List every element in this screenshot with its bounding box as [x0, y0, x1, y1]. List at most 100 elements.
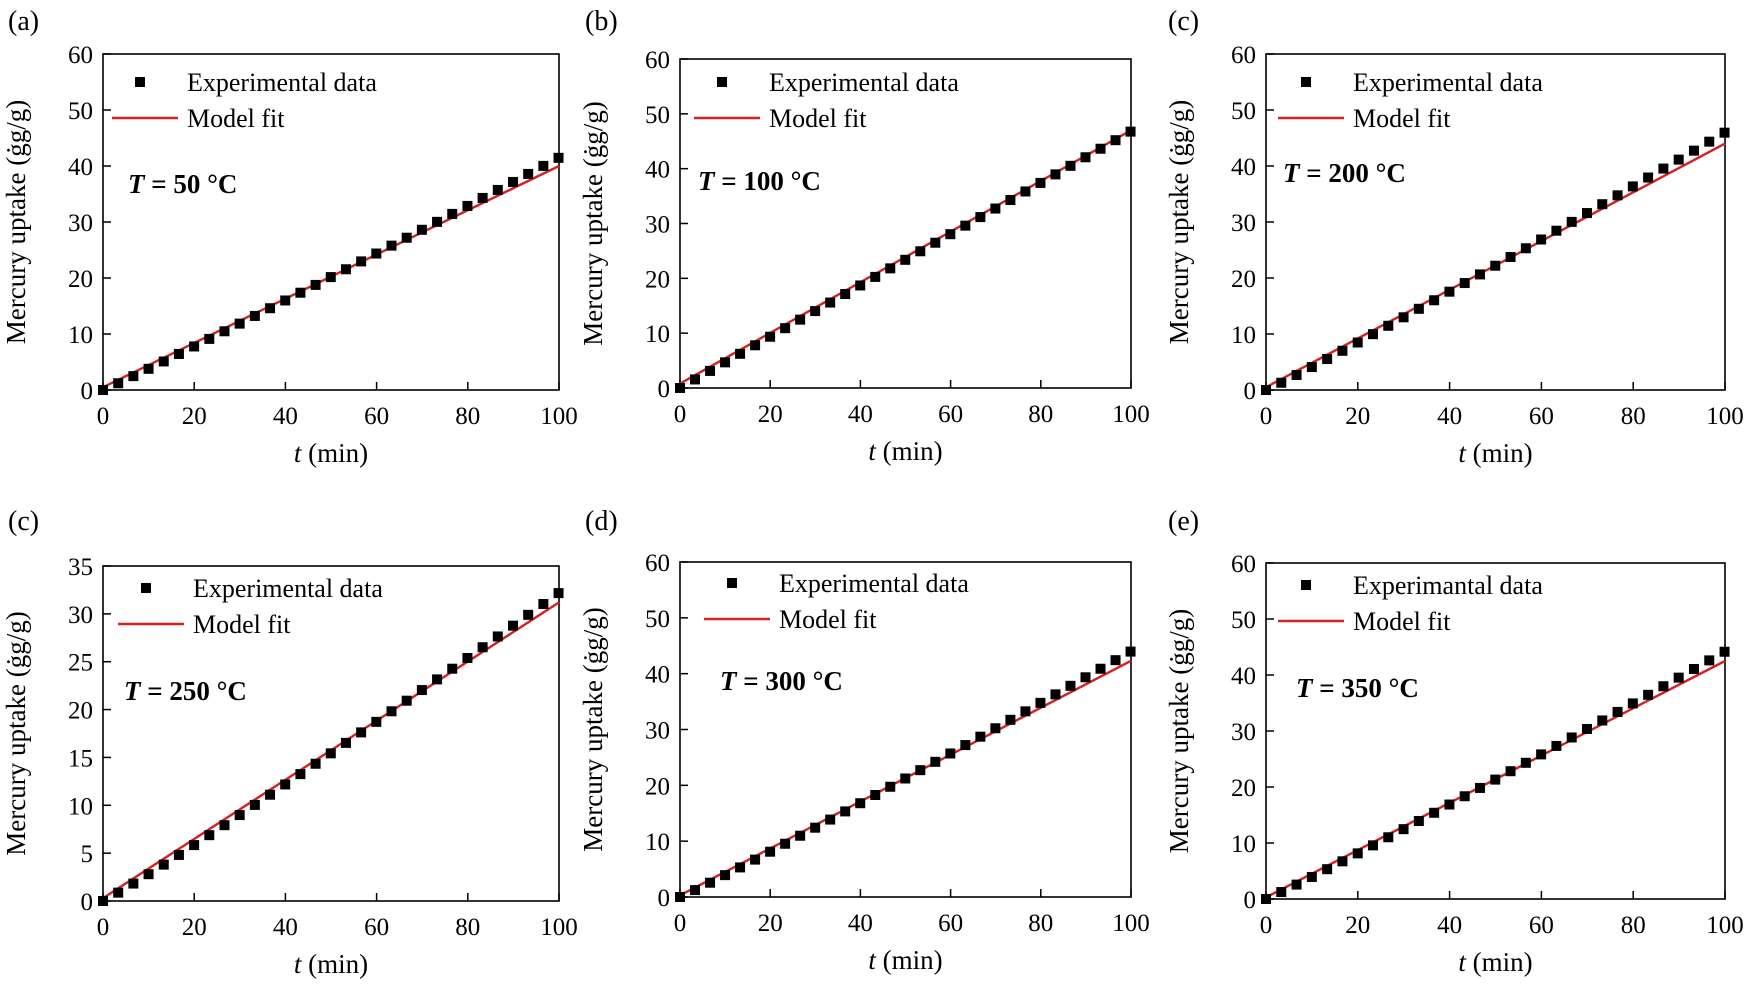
- data-point: [915, 765, 926, 776]
- data-point: [447, 663, 458, 674]
- y-tick-label: 0: [81, 889, 94, 916]
- temperature-label: T = 200 °C: [1283, 158, 1406, 188]
- x-axis-label: t (min): [294, 949, 368, 979]
- data-point: [1020, 706, 1031, 717]
- data-point: [1125, 126, 1136, 137]
- data-point: [523, 168, 534, 179]
- data-point: [705, 877, 716, 888]
- data-point: [1080, 152, 1091, 163]
- data-point: [1306, 362, 1317, 373]
- data-point: [189, 840, 200, 851]
- data-point: [447, 208, 458, 219]
- x-axis-label: t (min): [1458, 947, 1532, 977]
- data-point: [310, 279, 321, 290]
- data-point: [1597, 715, 1608, 726]
- plot-frame: [102, 565, 560, 902]
- data-point: [870, 790, 881, 801]
- x-tick-label: 40: [273, 403, 298, 430]
- data-point: [750, 340, 761, 351]
- y-tick-label: 10: [1231, 831, 1256, 858]
- y-tick-label: 20: [1231, 775, 1256, 802]
- data-point: [945, 748, 956, 759]
- plot-frame: [679, 58, 1132, 389]
- data-point: [1505, 252, 1516, 263]
- data-point: [432, 674, 443, 685]
- data-point: [1413, 815, 1424, 826]
- chart-panel-5: (d) 0 20 40 60 80 100 0 10 20 30 40 50 60 t (min) Mercu…: [578, 506, 1150, 975]
- data-point: [1095, 143, 1106, 154]
- data-point: [113, 378, 124, 389]
- x-tick-label: 100: [540, 914, 578, 941]
- chart-panel-6: (e) 0 20 40 60 80 100 0 10 20 30 40 50 60 t (min) Mercu…: [1164, 506, 1744, 977]
- data-point: [189, 341, 200, 352]
- data-point: [780, 838, 791, 849]
- y-tick-label: 10: [645, 829, 670, 856]
- y-tick-label: 50: [1231, 607, 1256, 634]
- x-tick-label: 20: [182, 914, 207, 941]
- data-point: [477, 192, 488, 203]
- data-point: [310, 758, 321, 769]
- data-point: [825, 297, 836, 308]
- y-tick-label: 40: [645, 662, 670, 689]
- data-point: [1719, 646, 1730, 657]
- data-point: [1520, 243, 1531, 254]
- data-point: [1627, 181, 1638, 192]
- data-point: [1612, 706, 1623, 717]
- legend-label-experimental: Experimental data: [187, 68, 377, 97]
- data-point: [1352, 337, 1363, 348]
- data-point: [371, 716, 382, 727]
- data-point: [280, 295, 291, 306]
- data-point: [492, 631, 503, 642]
- data-point: [735, 348, 746, 359]
- data-point: [295, 287, 306, 298]
- data-point: [1005, 195, 1016, 206]
- data-point: [1566, 216, 1577, 227]
- data-point: [1337, 856, 1348, 867]
- data-point: [1110, 135, 1121, 146]
- data-point: [1261, 894, 1271, 904]
- y-tick-label: 10: [68, 793, 93, 820]
- y-tick-label: 40: [645, 157, 670, 184]
- y-tick-label: 30: [1231, 210, 1256, 237]
- data-point: [401, 232, 412, 243]
- x-tick-label: 0: [674, 910, 687, 937]
- legend-label-experimental: Experimental data: [779, 569, 969, 598]
- data-point: [1551, 225, 1562, 236]
- y-tick-label: 5: [81, 841, 94, 868]
- data-point: [1704, 136, 1715, 147]
- data-point: [840, 289, 851, 300]
- data-point: [825, 814, 836, 825]
- data-point: [855, 798, 866, 809]
- data-point: [1566, 732, 1577, 743]
- panel-label: (a): [8, 6, 39, 37]
- y-tick-label: 10: [68, 322, 93, 349]
- data-point: [1125, 646, 1136, 657]
- y-tick-label: 10: [1231, 322, 1256, 349]
- data-point: [1673, 154, 1684, 165]
- y-tick-label: 40: [1231, 663, 1256, 690]
- data-point: [1276, 377, 1287, 388]
- data-point: [1050, 689, 1061, 700]
- data-point: [1429, 807, 1440, 818]
- data-point: [249, 799, 260, 810]
- y-tick-label: 50: [1231, 98, 1256, 125]
- data-point: [1459, 278, 1470, 289]
- data-point: [219, 326, 230, 337]
- data-point: [1035, 697, 1046, 708]
- x-tick-label: 20: [1345, 912, 1370, 939]
- legend-marker-experimental: [717, 77, 727, 87]
- data-point: [1080, 672, 1091, 683]
- x-axis-label: t (min): [868, 945, 942, 975]
- data-point: [900, 254, 911, 265]
- legend-label-model-fit: Model fit: [1353, 607, 1451, 636]
- data-point: [462, 652, 473, 663]
- data-point: [173, 348, 184, 359]
- data-point: [492, 184, 503, 195]
- data-point: [158, 859, 169, 870]
- data-point: [1688, 145, 1699, 156]
- data-point: [340, 737, 351, 748]
- data-point: [416, 685, 427, 696]
- chart-panel-4: (c) 0 20 40 60 80 100 0 5 10 15 20 25 30 35 t (min) Merc…: [1, 506, 578, 979]
- data-point: [795, 314, 806, 325]
- data-point: [960, 220, 971, 231]
